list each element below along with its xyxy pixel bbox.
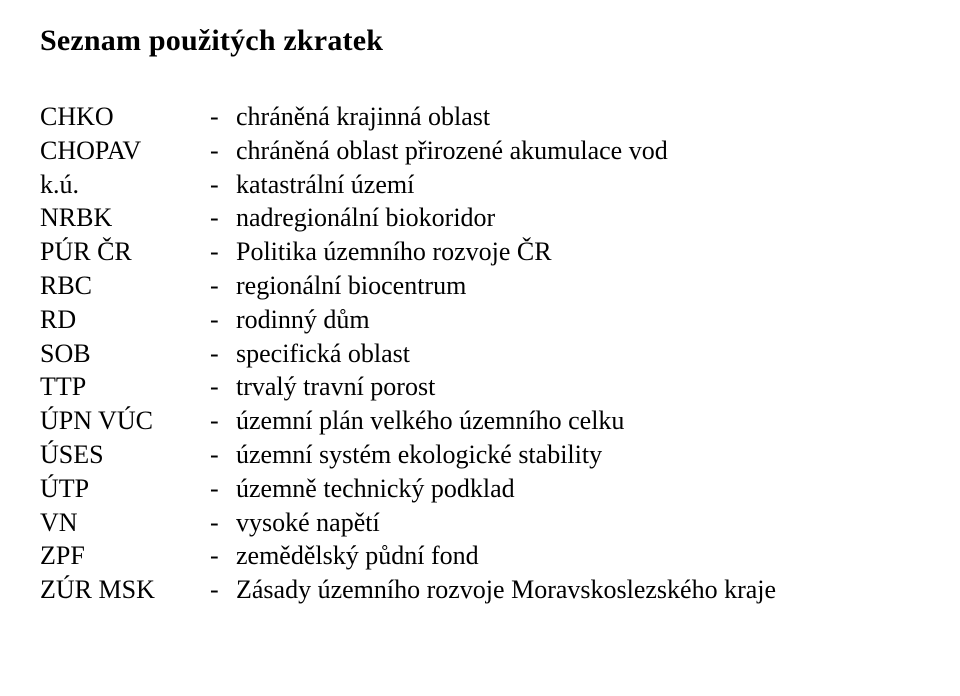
abbr-cell: RBC [40,269,210,303]
page-title: Seznam použitých zkratek [40,24,920,58]
desc-cell: územně technický podklad [236,472,920,506]
list-item: ÚSES - územní systém ekologické stabilit… [40,438,920,472]
dash: - [210,370,236,404]
abbr-cell: ÚTP [40,472,210,506]
dash: - [210,539,236,573]
list-item: TTP - trvalý travní porost [40,370,920,404]
desc-cell: regionální biocentrum [236,269,920,303]
desc-cell: trvalý travní porost [236,370,920,404]
dash: - [210,269,236,303]
list-item: ÚTP - územně technický podklad [40,472,920,506]
abbr-cell: ZPF [40,539,210,573]
list-item: CHKO - chráněná krajinná oblast [40,100,920,134]
document-page: Seznam použitých zkratek CHKO - chráněná… [0,0,960,631]
abbr-cell: SOB [40,337,210,371]
desc-cell: vysoké napětí [236,506,920,540]
list-item: SOB - specifická oblast [40,337,920,371]
desc-cell: Zásady územního rozvoje Moravskoslezskéh… [236,573,920,607]
abbr-cell: VN [40,506,210,540]
desc-cell: katastrální území [236,168,920,202]
desc-cell: chráněná krajinná oblast [236,100,920,134]
dash: - [210,404,236,438]
desc-cell: specifická oblast [236,337,920,371]
list-item: CHOPAV - chráněná oblast přirozené akumu… [40,134,920,168]
list-item: ZPF - zemědělský půdní fond [40,539,920,573]
list-item: VN - vysoké napětí [40,506,920,540]
dash: - [210,134,236,168]
dash: - [210,168,236,202]
dash: - [210,573,236,607]
desc-cell: rodinný dům [236,303,920,337]
list-item: ZÚR MSK - Zásady územního rozvoje Moravs… [40,573,920,607]
dash: - [210,100,236,134]
abbr-cell: PÚR ČR [40,235,210,269]
abbreviation-list: CHKO - chráněná krajinná oblast CHOPAV -… [40,100,920,607]
abbr-cell: CHKO [40,100,210,134]
dash: - [210,506,236,540]
list-item: RBC - regionální biocentrum [40,269,920,303]
desc-cell: územní plán velkého územního celku [236,404,920,438]
dash: - [210,201,236,235]
dash: - [210,235,236,269]
abbr-cell: k.ú. [40,168,210,202]
desc-cell: nadregionální biokoridor [236,201,920,235]
dash: - [210,337,236,371]
abbr-cell: ÚSES [40,438,210,472]
dash: - [210,438,236,472]
list-item: NRBK - nadregionální biokoridor [40,201,920,235]
desc-cell: Politika územního rozvoje ČR [236,235,920,269]
dash: - [210,472,236,506]
list-item: k.ú. - katastrální území [40,168,920,202]
list-item: ÚPN VÚC - územní plán velkého územního c… [40,404,920,438]
abbr-cell: TTP [40,370,210,404]
abbr-cell: CHOPAV [40,134,210,168]
abbr-cell: ZÚR MSK [40,573,210,607]
abbr-cell: ÚPN VÚC [40,404,210,438]
dash: - [210,303,236,337]
desc-cell: územní systém ekologické stability [236,438,920,472]
desc-cell: chráněná oblast přirozené akumulace vod [236,134,920,168]
abbr-cell: RD [40,303,210,337]
list-item: RD - rodinný dům [40,303,920,337]
desc-cell: zemědělský půdní fond [236,539,920,573]
list-item: PÚR ČR - Politika územního rozvoje ČR [40,235,920,269]
abbr-cell: NRBK [40,201,210,235]
